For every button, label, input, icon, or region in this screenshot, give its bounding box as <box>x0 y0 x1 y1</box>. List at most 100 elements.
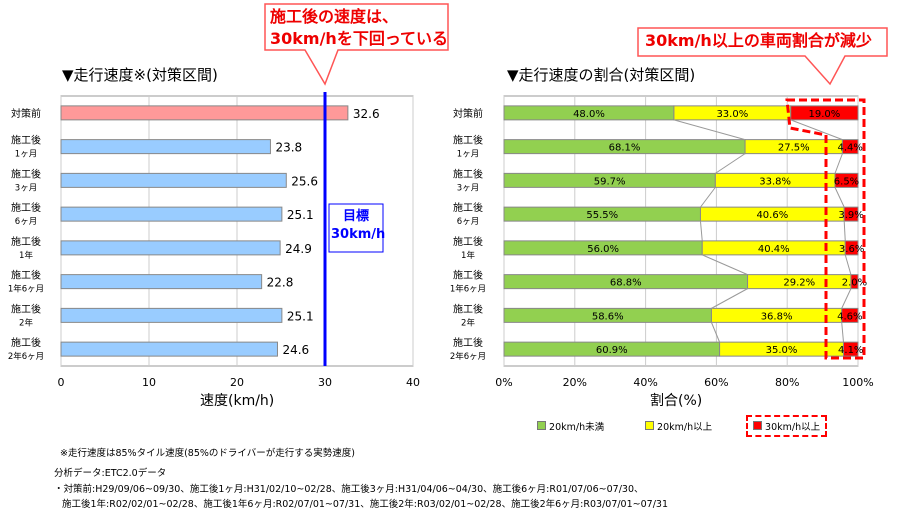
legend-item-20to30: 20km/h以上 <box>645 419 712 433</box>
x-tick-label: 40% <box>633 376 657 389</box>
data-label: 25.1 <box>287 309 314 323</box>
category-label: 施工後 <box>11 302 41 315</box>
target-box <box>328 203 384 253</box>
x-tick-label: 0 <box>58 376 65 389</box>
category-label: 施工後 <box>453 336 483 349</box>
data-label: 40.4% <box>758 244 790 255</box>
data-label: 29.2% <box>783 278 815 289</box>
data-label: 33.0% <box>716 109 748 120</box>
data-source: 分析データ:ETC2.0データ <box>54 468 167 479</box>
legend-item-lt20: 20km/h未満 <box>537 419 604 433</box>
data-label: 59.7% <box>594 176 626 187</box>
data-label: 33.8% <box>759 176 791 187</box>
category-label: 1年 <box>19 250 33 261</box>
speed-bar <box>60 341 278 357</box>
speed-bar <box>60 139 271 155</box>
legend-label: 20km/h未満 <box>549 422 605 433</box>
stacked-segment <box>834 172 859 188</box>
series-connector <box>844 254 852 275</box>
stacked-segment <box>843 206 859 222</box>
category-label: 6ヶ月 <box>15 217 37 227</box>
series-connector <box>702 254 748 276</box>
x-tick-label: 30 <box>318 376 332 389</box>
category-label: 1年 <box>461 250 475 261</box>
series-connector <box>699 221 703 241</box>
category-label: 施工後 <box>11 336 41 349</box>
category-label: 対策前 <box>11 107 41 120</box>
x-tick-label: 20% <box>563 376 587 389</box>
right-chart-title: ▼走行速度の割合(対策区間) <box>507 66 696 84</box>
series-connector <box>700 187 716 208</box>
series-connector <box>673 119 746 141</box>
data-label: 4.6% <box>837 311 862 322</box>
data-label: 4.1% <box>838 345 863 356</box>
category-label: 施工後 <box>453 167 483 180</box>
category-label: 1年6ヶ月 <box>450 284 486 295</box>
x-tick-label: 10 <box>142 376 156 389</box>
legend-label: 20km/h以上 <box>657 422 713 433</box>
category-label: 施工後 <box>453 201 483 214</box>
series-connector <box>715 153 746 174</box>
data-label: 48.0% <box>573 109 605 120</box>
data-label: 19.0% <box>808 109 840 120</box>
category-label: 1ヶ月 <box>15 150 37 160</box>
x-tick-label: 0% <box>495 376 512 389</box>
x-tick-label: 100% <box>842 376 873 389</box>
category-label: 3ヶ月 <box>15 183 37 193</box>
speed-bar <box>60 105 349 121</box>
category-label: 2年6ヶ月 <box>450 351 486 362</box>
data-label: 60.9% <box>596 345 628 356</box>
speed-bar <box>60 172 287 188</box>
right-x-axis-label: 割合(%) <box>650 393 703 409</box>
callout-right-box <box>637 27 888 86</box>
data-label: 27.5% <box>778 143 810 154</box>
target-label: 目標 30km/h <box>331 208 385 244</box>
series-connector <box>711 288 748 309</box>
legend-item-ge30: 30km/h以上 <box>746 415 828 437</box>
data-label: 68.1% <box>609 143 641 154</box>
category-label: 施工後 <box>11 235 41 248</box>
category-label: 2年 <box>461 317 475 328</box>
category-label: 施工後 <box>453 134 483 147</box>
stacked-segment <box>842 341 859 357</box>
left-x-axis-label: 速度(km/h) <box>200 393 275 409</box>
category-label: 3ヶ月 <box>457 183 479 193</box>
category-label: 施工後 <box>453 269 483 282</box>
data-label: 25.6 <box>291 174 318 188</box>
stacked-segment <box>850 274 859 290</box>
right-plot-area <box>503 95 859 367</box>
series-connector <box>841 322 844 343</box>
periods-line2: 施工後1年:R02/02/01~02/28、施工後1年6ヶ月:R02/07/01… <box>62 499 668 510</box>
data-label: 36.8% <box>761 311 793 322</box>
callout-right: 30km/h以上の車両割合が減少 <box>645 31 872 50</box>
category-label: 施工後 <box>11 269 41 282</box>
data-label: 6.5% <box>834 176 859 187</box>
category-label: 2年 <box>19 317 33 328</box>
target-label-line1: 目標 <box>342 209 369 224</box>
series-connector <box>710 322 721 343</box>
category-label: 1年6ヶ月 <box>8 284 44 295</box>
data-label: 24.6 <box>282 343 309 357</box>
x-tick-label: 40 <box>406 376 420 389</box>
category-label: 施工後 <box>11 167 41 180</box>
speed-bar <box>60 240 281 256</box>
callout-left-line1: 施工後の速度は、 <box>270 7 399 26</box>
category-label: 施工後 <box>453 235 483 248</box>
category-label: 1ヶ月 <box>457 150 479 160</box>
series-connector <box>834 187 845 208</box>
data-label: 22.8 <box>267 276 294 290</box>
data-label: 55.5% <box>586 210 618 221</box>
data-label: 3.9% <box>838 210 863 221</box>
series-connector <box>834 153 843 174</box>
x-tick-label: 60% <box>704 376 728 389</box>
highlight-ge30-box <box>785 98 866 360</box>
footnote: ※走行速度は85%タイル速度(85%のドライバーが走行する実勢速度) <box>60 448 355 459</box>
callout-left: 施工後の速度は、 30km/hを下回っている <box>270 6 448 50</box>
category-label: 施工後 <box>453 302 483 315</box>
series-connector <box>790 119 843 141</box>
category-label: 2年6ヶ月 <box>8 351 44 362</box>
data-label: 40.6% <box>756 210 788 221</box>
legend-label: 30km/h以上 <box>765 422 821 433</box>
data-label: 56.0% <box>587 244 619 255</box>
